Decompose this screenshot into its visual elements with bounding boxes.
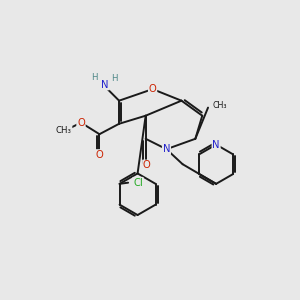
Text: H: H [111,74,118,82]
Text: O: O [149,84,157,94]
Text: N: N [101,80,109,89]
Text: O: O [77,118,85,128]
Text: O: O [143,160,151,170]
Text: N: N [212,140,220,150]
Text: Cl: Cl [133,178,143,188]
Text: CH₃: CH₃ [212,101,227,110]
Text: H: H [91,73,98,82]
Text: N: N [163,144,170,154]
Text: CH₃: CH₃ [56,126,72,135]
Text: O: O [96,150,103,160]
